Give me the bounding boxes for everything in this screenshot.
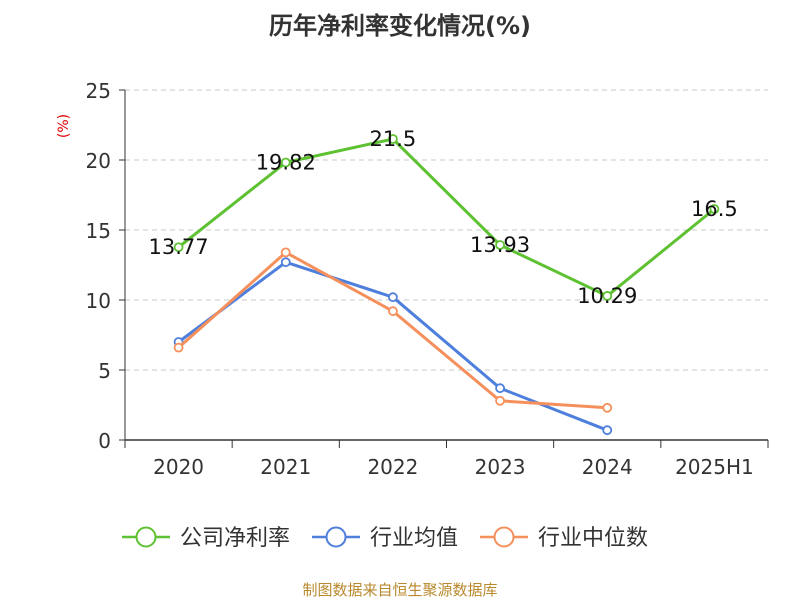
legend-label-2: 行业中位数 xyxy=(538,526,648,551)
legend-label-1: 行业均值 xyxy=(370,526,458,551)
source-note: 制图数据来自恒生聚源数据库 xyxy=(302,581,497,599)
y-tick-label-5: 5 xyxy=(98,359,111,383)
gridlines xyxy=(125,89,768,371)
y-tick-label-10: 10 xyxy=(86,289,111,313)
legend-marker-0 xyxy=(135,526,157,548)
data-point-0-2024 xyxy=(602,291,613,301)
x-tick-label-2021: 2021 xyxy=(260,455,311,479)
data-label-2020: 13.77 xyxy=(149,235,209,259)
x-tick-label-2023: 2023 xyxy=(475,455,526,479)
x-tick-label-2020: 2020 xyxy=(153,455,204,479)
axes: 0 5 10 15 20 25 2020 2021 2022 2023 2024 2025H1 xyxy=(86,79,769,479)
data-point-2-2022 xyxy=(388,306,398,317)
data-point-1-2024 xyxy=(602,425,613,436)
series-group xyxy=(173,134,720,436)
data-point-0-2020 xyxy=(173,242,184,253)
y-tick-label-0: 0 xyxy=(98,429,111,453)
data-label-2022: 21.5 xyxy=(370,127,417,151)
data-labels: 13.77 19.82 21.5 13.93 10.29 16.5 xyxy=(149,127,738,308)
x-tick-label-2025H1: 2025H1 xyxy=(675,455,754,479)
y-tick-label-25: 25 xyxy=(86,79,111,103)
chart-title: 历年净利率变化情况(%) xyxy=(269,12,531,40)
legend-label-0: 公司净利率 xyxy=(180,526,290,551)
y-axis-label: (%) xyxy=(56,114,72,138)
data-point-1-2023 xyxy=(495,383,505,394)
data-point-2-2021 xyxy=(280,247,291,258)
data-label-2021: 19.82 xyxy=(256,151,316,175)
data-label-2024: 10.29 xyxy=(577,284,637,308)
data-point-2-2024 xyxy=(602,402,613,413)
data-point-0-2023 xyxy=(495,240,505,250)
data-point-1-2021 xyxy=(280,257,291,268)
series-line-2 xyxy=(177,250,609,410)
y-tick-label-15: 15 xyxy=(86,219,111,243)
data-point-0-2025H1 xyxy=(709,204,720,214)
x-tick-label-2022: 2022 xyxy=(367,455,418,479)
data-point-0-2022 xyxy=(388,134,398,144)
data-label-2023: 13.93 xyxy=(470,233,530,257)
legend-marker-2 xyxy=(493,526,515,548)
series-line-0 xyxy=(177,137,716,298)
data-point-1-2022 xyxy=(388,292,398,303)
data-label-2025H1: 16.5 xyxy=(691,197,738,221)
data-point-2-2023 xyxy=(495,395,505,406)
data-point-0-2021 xyxy=(280,157,291,168)
legend-marker-1 xyxy=(325,526,347,548)
x-tick-label-2024: 2024 xyxy=(582,455,633,479)
y-tick-label-20: 20 xyxy=(86,149,111,173)
legend: 公司净利率 行业均值 行业中位数 xyxy=(122,526,648,551)
data-point-2-2020 xyxy=(173,342,184,353)
